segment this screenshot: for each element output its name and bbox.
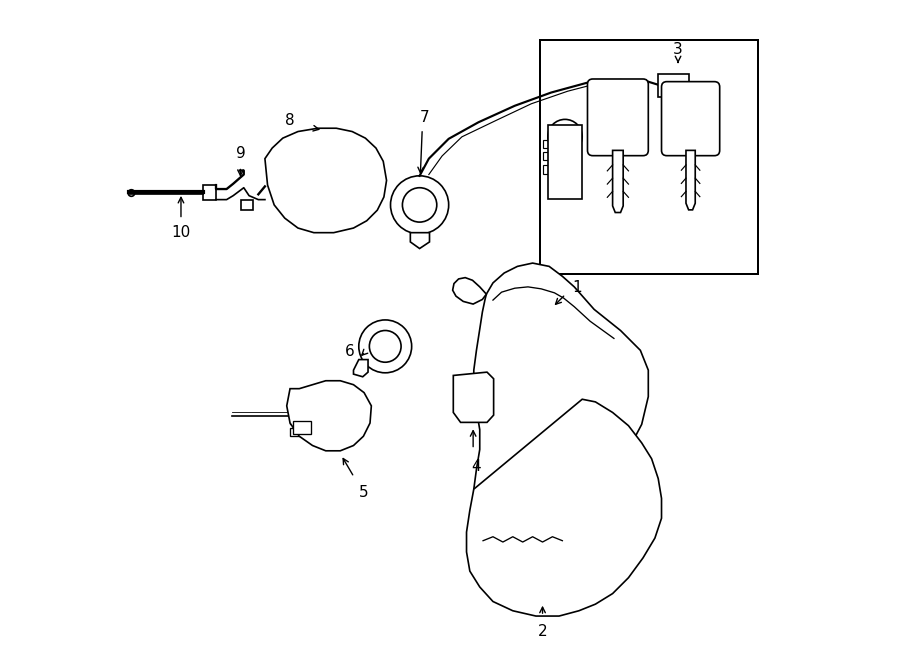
Circle shape bbox=[402, 188, 436, 222]
Text: 3: 3 bbox=[673, 42, 683, 57]
Polygon shape bbox=[453, 278, 486, 304]
Bar bbox=[241, 200, 253, 210]
Circle shape bbox=[287, 143, 362, 218]
Bar bbox=[543, 152, 548, 161]
Polygon shape bbox=[613, 150, 623, 213]
Text: 10: 10 bbox=[171, 225, 191, 240]
Text: 5: 5 bbox=[359, 485, 369, 500]
Circle shape bbox=[128, 190, 135, 196]
Bar bbox=[540, 40, 758, 274]
Text: 2: 2 bbox=[537, 624, 547, 639]
Text: 9: 9 bbox=[236, 146, 246, 161]
Bar bbox=[290, 428, 300, 436]
Bar bbox=[293, 421, 310, 434]
Bar bbox=[290, 404, 300, 412]
Text: 1: 1 bbox=[572, 280, 582, 295]
FancyBboxPatch shape bbox=[588, 79, 648, 156]
Bar bbox=[290, 416, 300, 424]
Circle shape bbox=[317, 402, 343, 428]
Polygon shape bbox=[287, 381, 372, 451]
Polygon shape bbox=[686, 150, 695, 210]
Polygon shape bbox=[454, 372, 493, 422]
Bar bbox=[543, 165, 548, 174]
Polygon shape bbox=[265, 128, 386, 233]
Circle shape bbox=[391, 176, 449, 234]
Circle shape bbox=[298, 154, 351, 207]
Circle shape bbox=[685, 95, 697, 106]
Circle shape bbox=[355, 200, 365, 210]
Polygon shape bbox=[466, 399, 662, 616]
Circle shape bbox=[492, 430, 503, 440]
Circle shape bbox=[496, 360, 582, 446]
Bar bbox=[462, 381, 482, 389]
Text: 6: 6 bbox=[345, 344, 355, 359]
Text: 7: 7 bbox=[420, 110, 429, 125]
Circle shape bbox=[359, 320, 411, 373]
Bar bbox=[548, 125, 582, 199]
Polygon shape bbox=[354, 360, 368, 377]
Circle shape bbox=[509, 419, 520, 430]
Circle shape bbox=[369, 330, 401, 362]
Circle shape bbox=[483, 347, 596, 459]
Bar bbox=[202, 185, 216, 200]
Circle shape bbox=[603, 104, 633, 134]
Bar bbox=[462, 393, 482, 402]
Circle shape bbox=[282, 200, 292, 210]
Bar bbox=[543, 140, 548, 149]
Bar bbox=[554, 138, 576, 147]
Circle shape bbox=[612, 91, 624, 102]
Polygon shape bbox=[410, 233, 429, 249]
Bar bbox=[462, 406, 482, 414]
Text: 8: 8 bbox=[285, 113, 295, 128]
Bar bbox=[658, 74, 689, 97]
Circle shape bbox=[548, 120, 582, 154]
Circle shape bbox=[506, 443, 517, 453]
Circle shape bbox=[678, 108, 704, 135]
FancyBboxPatch shape bbox=[662, 82, 720, 156]
Polygon shape bbox=[473, 263, 648, 550]
Circle shape bbox=[307, 393, 352, 438]
Text: 4: 4 bbox=[472, 459, 482, 473]
